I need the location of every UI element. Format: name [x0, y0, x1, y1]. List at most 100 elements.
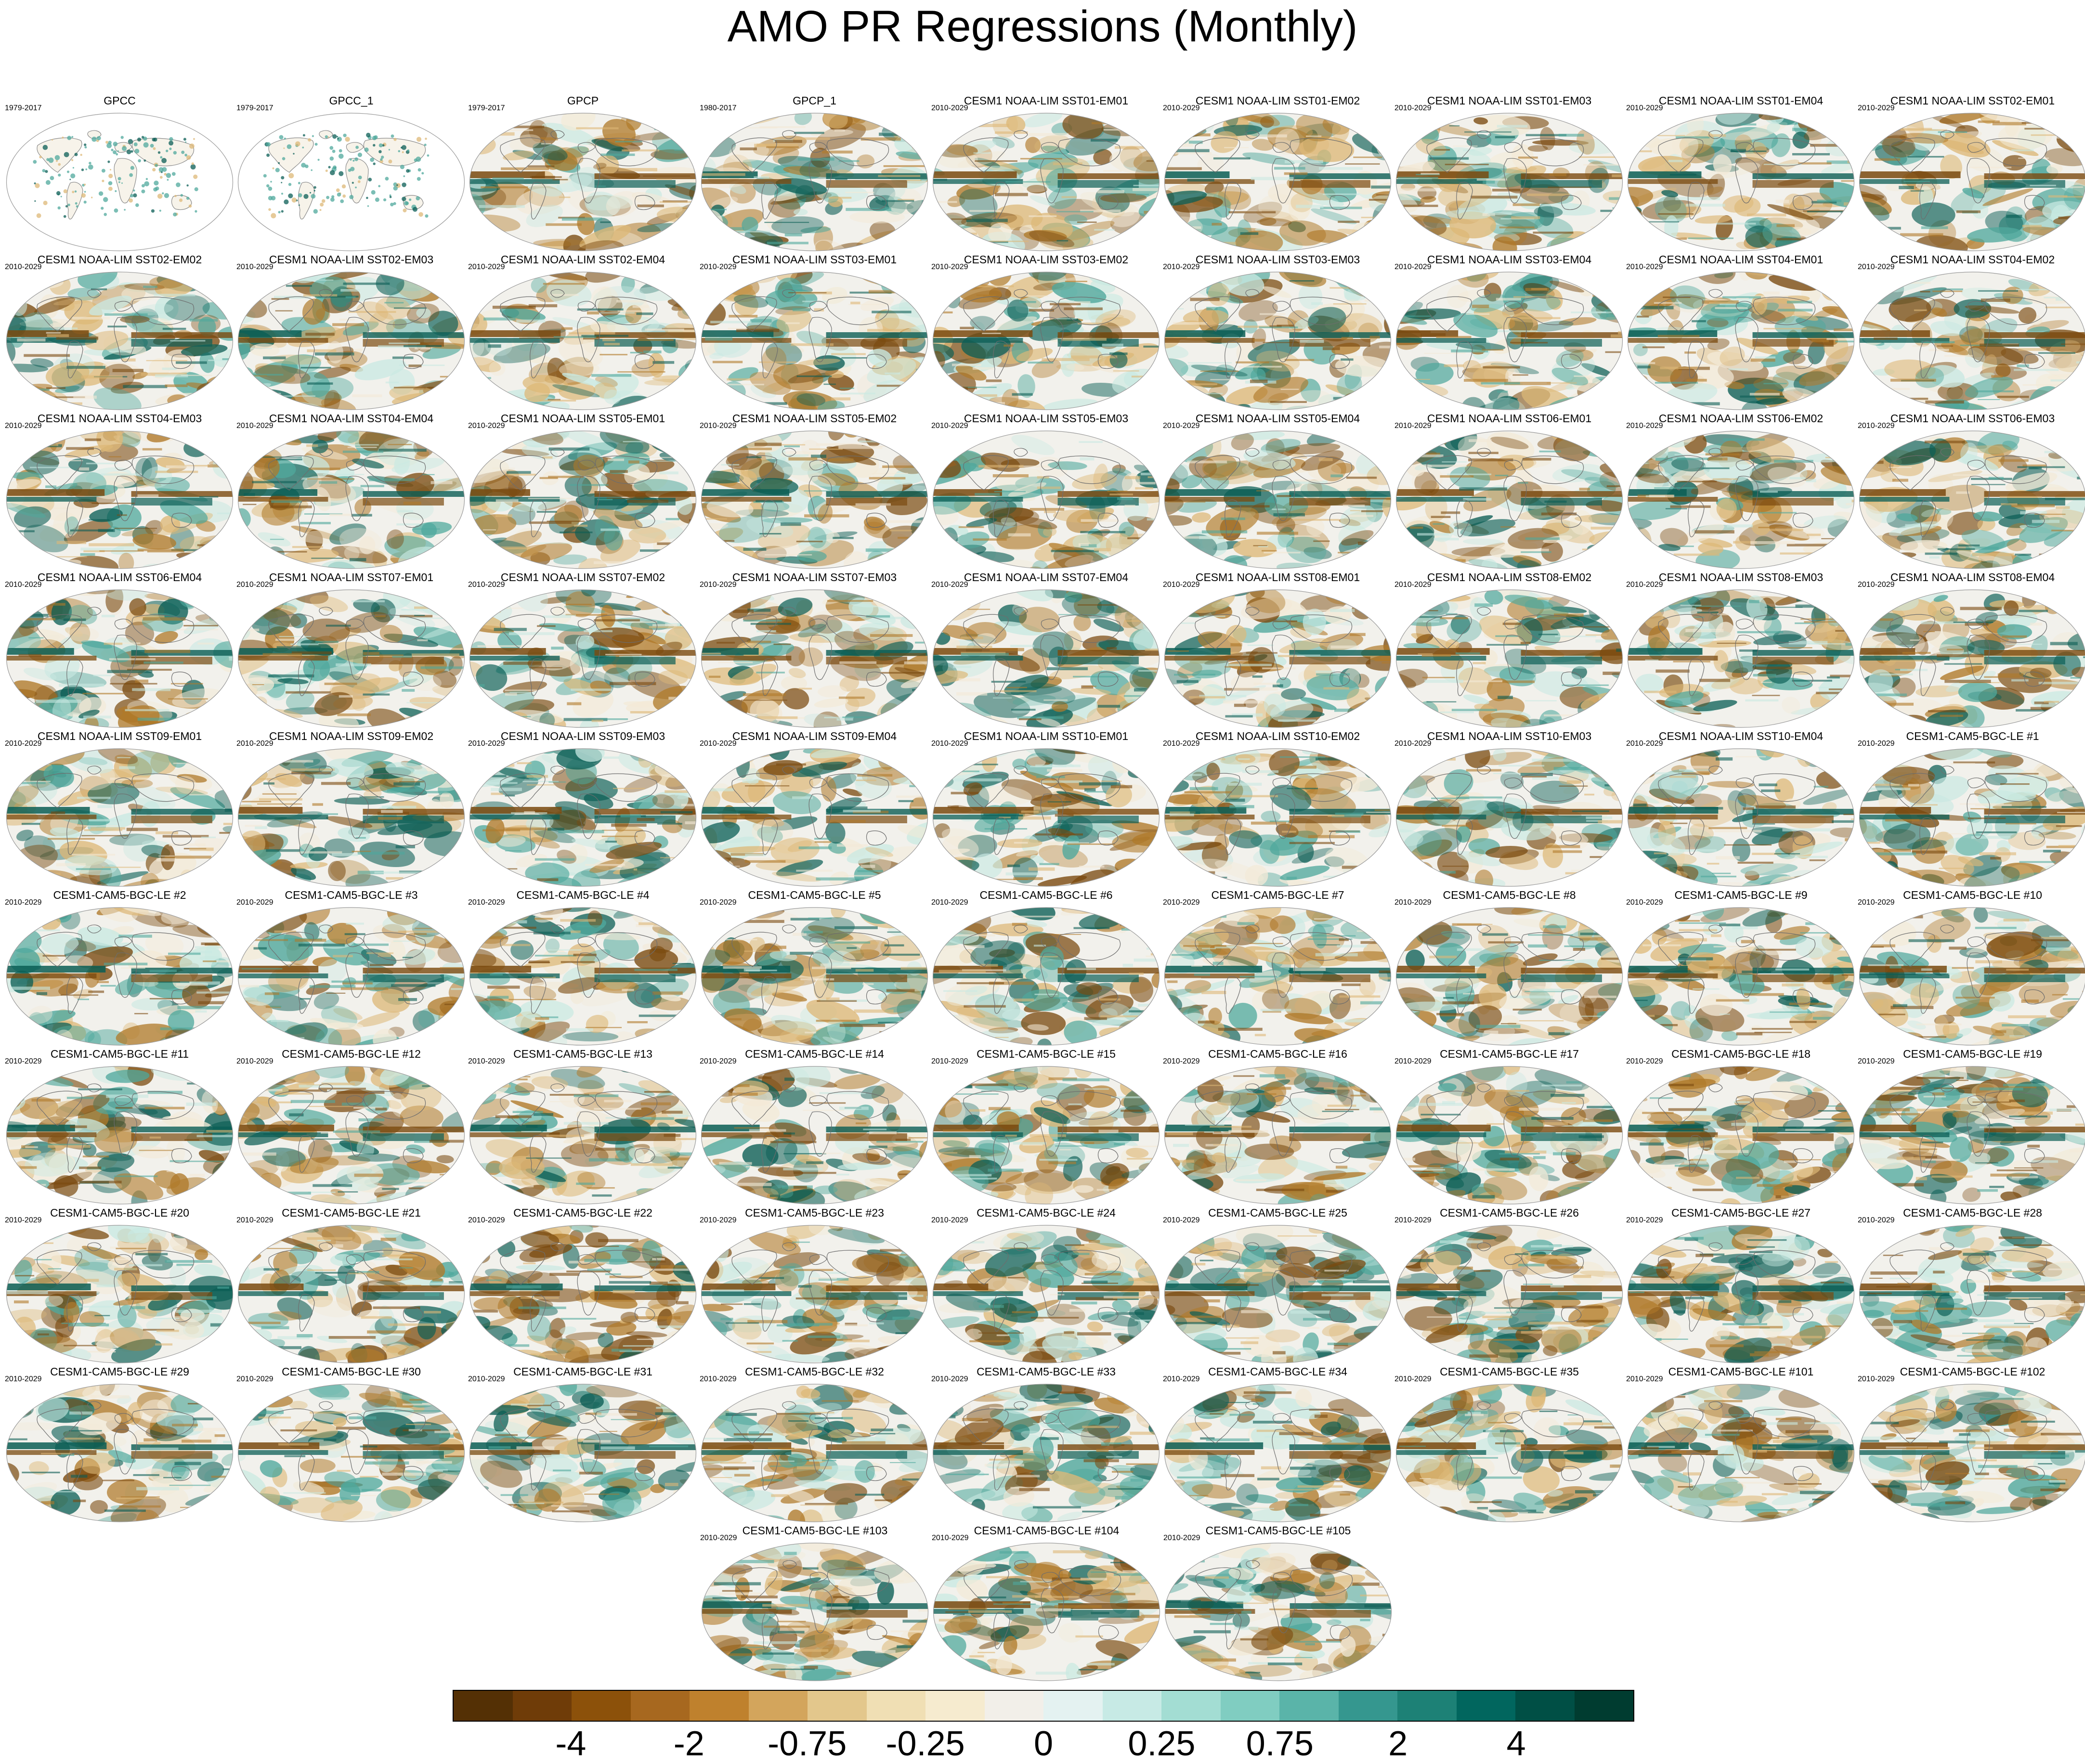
continent-outline [1456, 182, 1473, 220]
panel-years: 2010-2029 [1858, 581, 1895, 589]
panel-years: 2010-2029 [1394, 422, 1432, 430]
continent-outline [1919, 1453, 1936, 1491]
continent-outline [1735, 301, 1754, 312]
continent-outline [1477, 1083, 1491, 1092]
colorbar-tick-label: -0.75 [768, 1725, 847, 1763]
map-border [701, 113, 928, 251]
panel-title: CESM1 NOAA-LIM SST05-EM01 [500, 412, 665, 425]
colorbar-box [1456, 1691, 1515, 1721]
continent-outline [1097, 195, 1119, 210]
continent-outline [809, 1254, 827, 1265]
continent-outline [550, 1401, 565, 1410]
panel-title: CESM1 NOAA-LIM SST06-EM02 [1658, 412, 1824, 425]
panel-title: CESM1-CAM5-BGC-LE #26 [1440, 1206, 1579, 1219]
map-border [469, 272, 697, 410]
map-border [1395, 272, 1623, 410]
continent-outline [1456, 817, 1473, 855]
continent-outline [1272, 1111, 1295, 1157]
regression-map [237, 1066, 465, 1205]
continent-outline [345, 1270, 369, 1316]
regression-map [6, 1066, 234, 1205]
continent-outline [403, 354, 424, 369]
map-panel: CESM1 NOAA-LIM SST04-EM01 2010-2029 [1625, 253, 1857, 412]
regression-map [6, 113, 234, 251]
map-panel: CESM1 NOAA-LIM SST08-EM04 2010-2029 [1857, 571, 2085, 730]
map-border [1859, 113, 2085, 251]
continent-outline [345, 1111, 369, 1157]
continent-outline [866, 1625, 887, 1640]
continent-outline [363, 1091, 426, 1120]
panel-title: CESM1-CAM5-BGC-LE #10 [1903, 889, 2042, 901]
map-border [1164, 1543, 1392, 1681]
continent-outline [1504, 460, 1522, 471]
continent-outline [993, 1294, 1010, 1332]
continent-outline [1040, 1429, 1064, 1475]
continent-outline [782, 1083, 796, 1092]
panel-title: GPCP_1 [793, 94, 836, 107]
continent-outline [1708, 765, 1723, 775]
map-panel: CESM1-CAM5-BGC-LE #13 2010-2029 [467, 1048, 699, 1206]
continent-outline [1890, 1090, 1935, 1126]
panel-years: 2010-2029 [700, 898, 737, 907]
continent-outline [1503, 1429, 1527, 1475]
regression-map [237, 589, 465, 728]
panel-title: CESM1 NOAA-LIM SST10-EM01 [964, 730, 1129, 742]
continent-outline [403, 1307, 424, 1323]
continent-outline [403, 830, 424, 846]
continent-outline [1290, 1250, 1353, 1279]
regression-map [1164, 113, 1392, 251]
continent-outline [37, 773, 82, 808]
panel-title: CESM1 NOAA-LIM SST02-EM03 [269, 253, 434, 266]
panel-title: CESM1-CAM5-BGC-LE #19 [1903, 1048, 2042, 1060]
regression-map [701, 272, 928, 410]
regression-map [6, 272, 234, 410]
map-panel: CESM1-CAM5-BGC-LE #102 2010-2029 [1857, 1365, 2085, 1524]
continent-outline [731, 614, 777, 649]
continent-outline [1058, 1250, 1121, 1279]
map-panel: CESM1 NOAA-LIM SST06-EM04 2010-2029 [4, 571, 235, 730]
regression-map [1627, 1066, 1855, 1205]
panel-title: CESM1-CAM5-BGC-LE #17 [1440, 1048, 1579, 1060]
continent-outline [826, 1409, 889, 1438]
continent-outline [1967, 952, 1990, 998]
regression-map [932, 907, 1160, 1046]
panel-years: 2010-2029 [1626, 581, 1663, 589]
map-border [932, 748, 1160, 887]
panel-years: 2010-2029 [931, 104, 968, 112]
regression-map [469, 272, 697, 410]
continent-outline [595, 932, 658, 961]
continent-outline [268, 932, 314, 967]
continent-outline [346, 142, 364, 153]
continent-outline [1504, 301, 1522, 312]
continent-outline [782, 607, 796, 616]
continent-outline [1014, 607, 1028, 616]
continent-outline [363, 932, 426, 961]
colorbar-box [925, 1691, 985, 1721]
map-panel: CESM1 NOAA-LIM SST08-EM01 2010-2029 [1162, 571, 1394, 730]
continent-outline [298, 182, 315, 220]
continent-outline [866, 1148, 887, 1164]
panel-years: 2010-2029 [700, 739, 737, 748]
continent-outline [403, 513, 424, 528]
continent-outline [345, 952, 369, 998]
continent-outline [1041, 1254, 1059, 1265]
panel-years: 2010-2029 [700, 1216, 737, 1224]
continent-outline [1504, 1095, 1522, 1106]
map-border [1627, 907, 1855, 1046]
map-panel: CESM1 NOAA-LIM SST02-EM01 2010-2029 [1857, 94, 2085, 253]
continent-outline [1040, 793, 1064, 839]
continent-outline [66, 340, 83, 378]
map-panel: CESM1 NOAA-LIM SST03-EM01 2010-2029 [699, 253, 930, 412]
regression-map [6, 1384, 234, 1522]
continent-outline [530, 817, 547, 855]
panel-title: CESM1 NOAA-LIM SST04-EM02 [1890, 253, 2055, 266]
continent-outline [1195, 137, 1240, 173]
continent-outline [1456, 976, 1473, 1014]
panel-title: CESM1-CAM5-BGC-LE #27 [1671, 1206, 1811, 1219]
panel-years: 2010-2029 [1163, 581, 1200, 589]
continent-outline [2024, 195, 2045, 210]
continent-outline [731, 773, 777, 808]
map-panel: CESM1-CAM5-BGC-LE #32 2010-2029 [699, 1365, 930, 1524]
map-panel: CESM1 NOAA-LIM SST08-EM02 2010-2029 [1394, 571, 1625, 730]
continent-outline [577, 1111, 600, 1157]
